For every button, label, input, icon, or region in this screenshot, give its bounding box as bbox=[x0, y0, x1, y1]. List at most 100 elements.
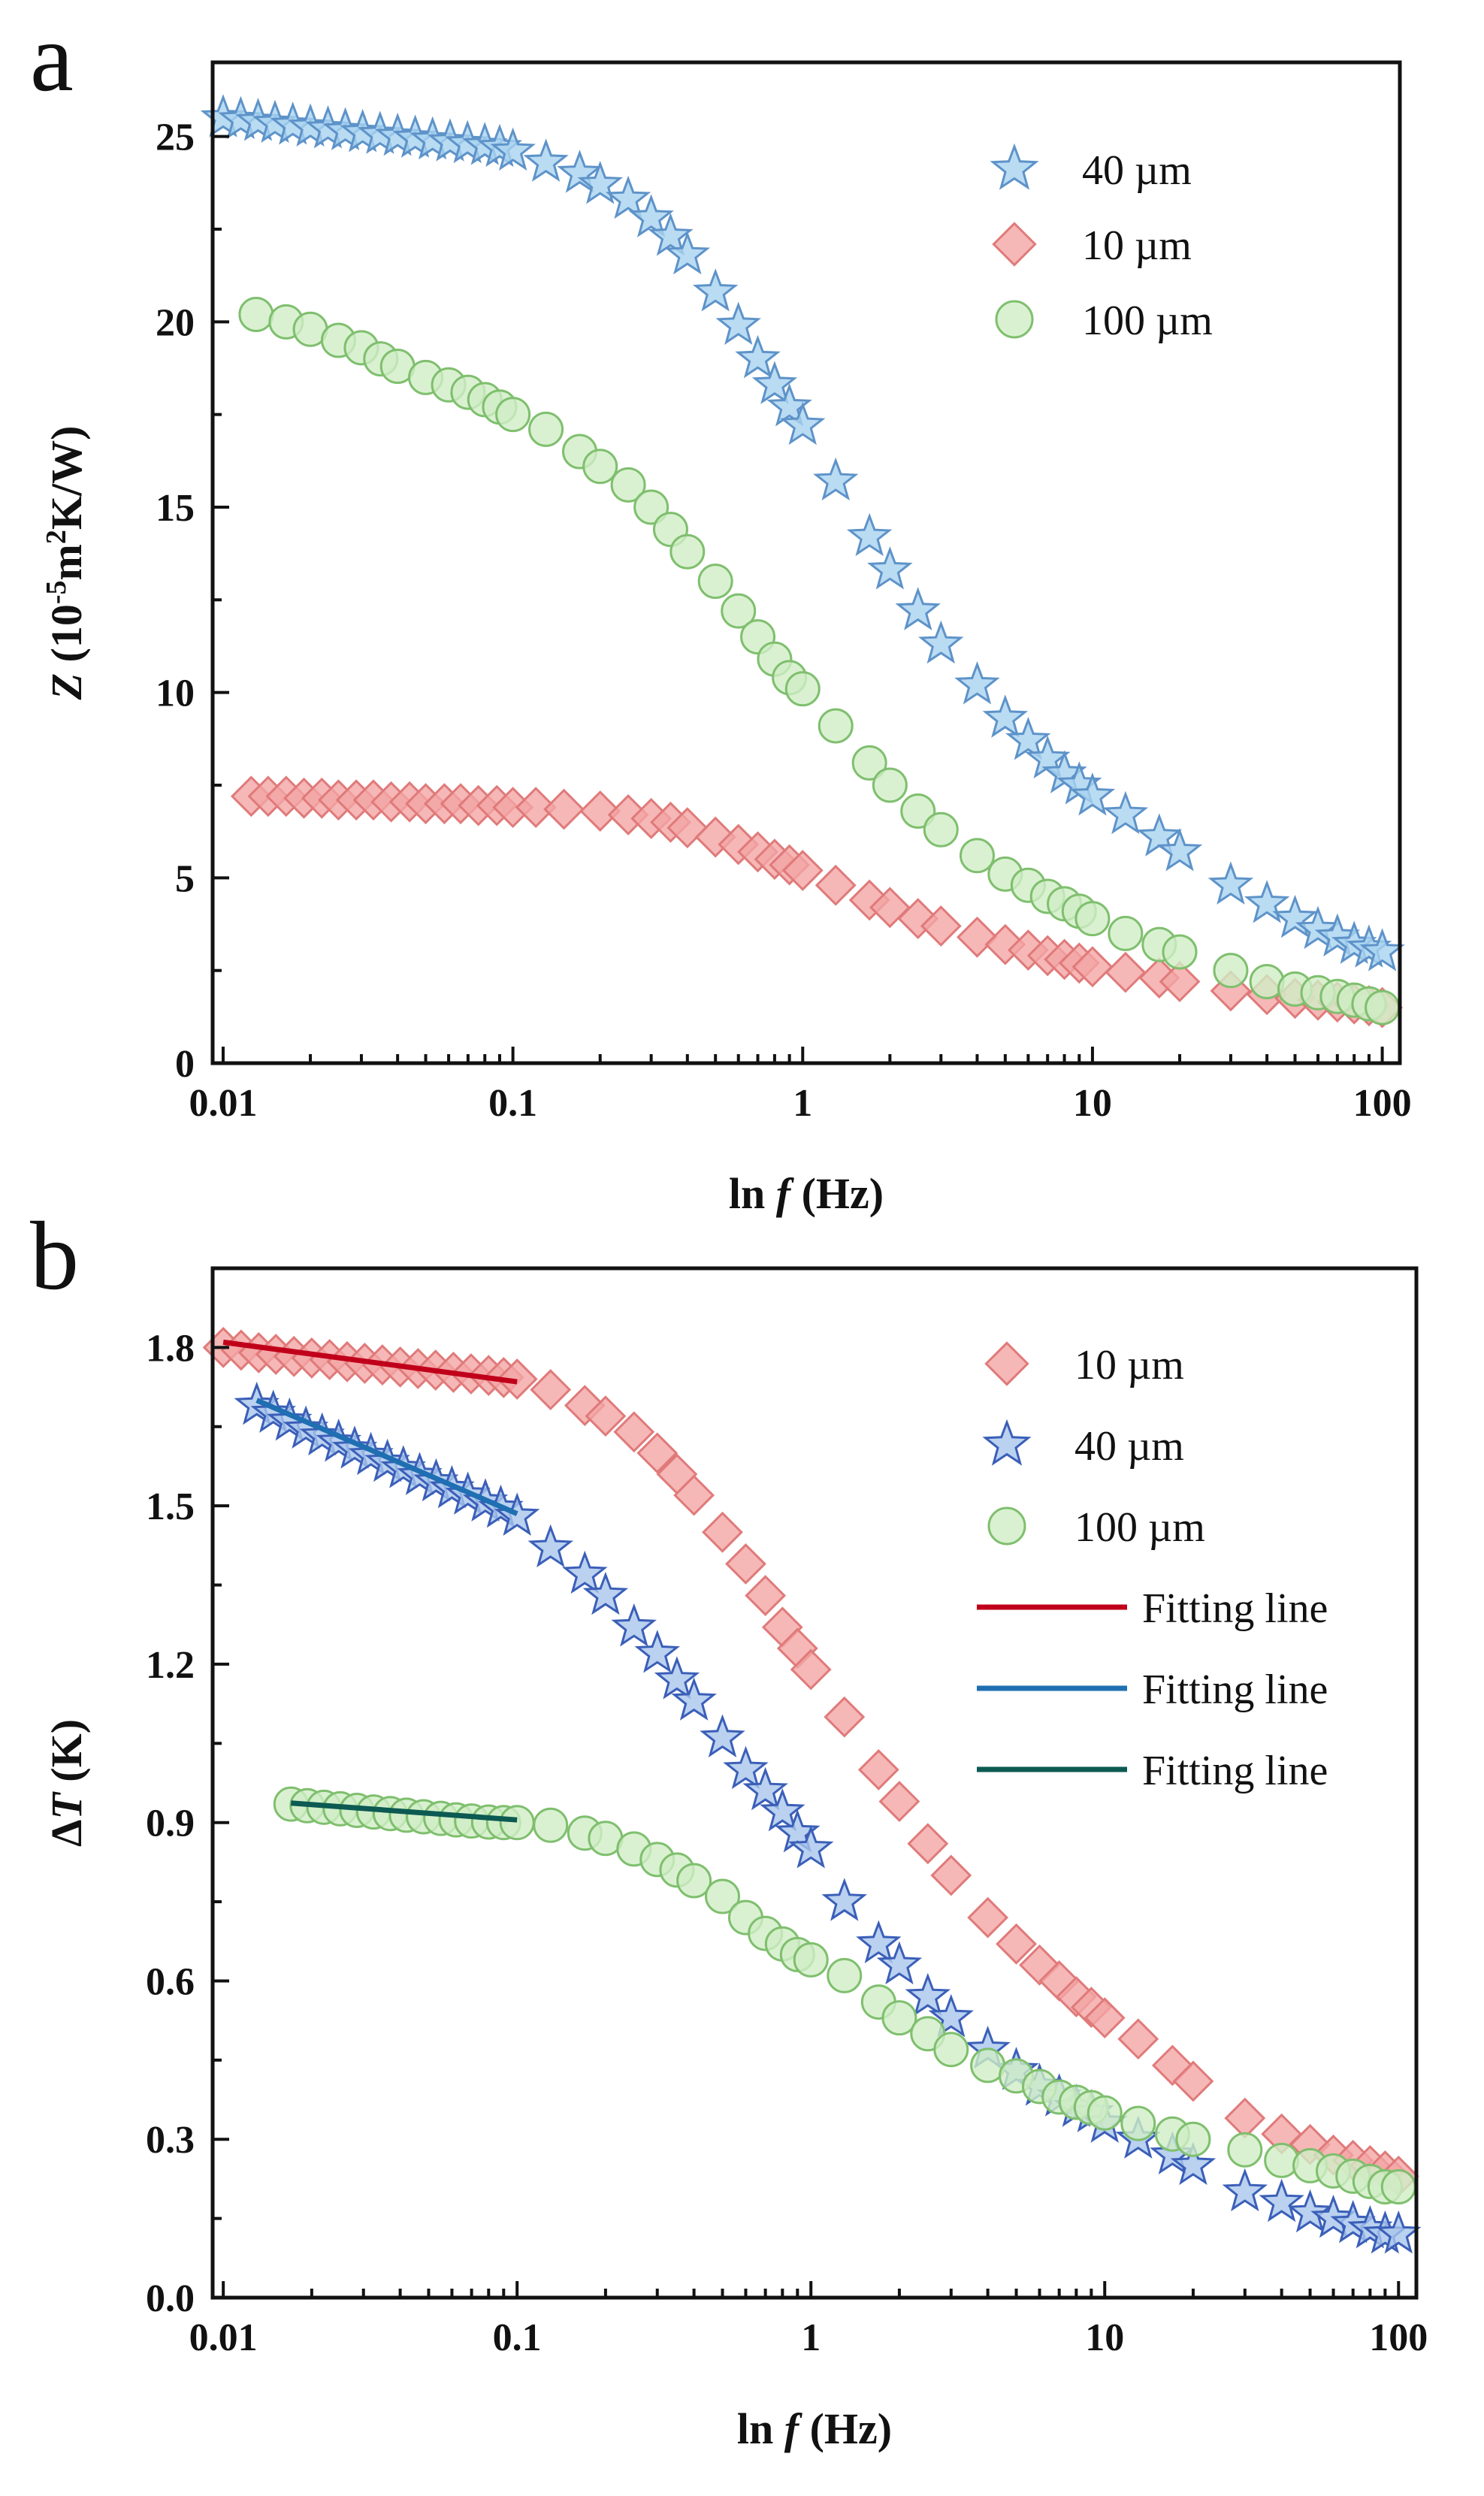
series-star-1 bbox=[234, 1381, 1422, 2254]
fit-line-0 bbox=[222, 1339, 518, 1385]
x-tick-label: 1 bbox=[801, 2316, 821, 2359]
data-point bbox=[1074, 901, 1111, 937]
data-point bbox=[857, 1749, 899, 1790]
data-point bbox=[238, 296, 274, 332]
data-point bbox=[815, 864, 857, 906]
data-point bbox=[700, 1714, 745, 1757]
data-point bbox=[735, 334, 781, 379]
panel-b-frame bbox=[210, 1266, 1419, 2300]
data-point bbox=[543, 788, 585, 830]
data-point bbox=[742, 1766, 788, 1811]
data-point bbox=[957, 916, 998, 958]
data-point bbox=[528, 411, 564, 447]
data-point bbox=[1105, 951, 1147, 993]
data-point bbox=[664, 231, 711, 275]
data-point bbox=[692, 268, 739, 312]
data-point bbox=[895, 587, 941, 630]
fit-line-1 bbox=[255, 1398, 518, 1516]
data-point bbox=[827, 1957, 863, 1993]
data-point bbox=[751, 361, 798, 404]
data-point bbox=[905, 1972, 951, 2017]
data-point bbox=[1005, 717, 1051, 760]
data-point bbox=[1365, 990, 1401, 1026]
panel-b-plot-area bbox=[202, 1326, 1422, 2254]
data-point bbox=[694, 816, 736, 858]
data-point bbox=[790, 1648, 832, 1691]
data-point bbox=[495, 397, 531, 433]
data-point bbox=[1175, 2121, 1211, 2157]
data-point bbox=[1287, 2189, 1333, 2233]
data-point bbox=[579, 790, 621, 832]
legend-label: Fitting line bbox=[1142, 1585, 1328, 1632]
data-point bbox=[878, 1781, 920, 1823]
panel-a-x-axis: 0.01 0.1 1 10 100 bbox=[189, 1047, 1412, 1125]
data-point bbox=[813, 457, 859, 501]
data-point bbox=[954, 661, 1000, 705]
x-tick-label: 0.1 bbox=[488, 1082, 537, 1125]
panel-letter-a: a bbox=[30, 4, 74, 112]
panel-a-y-axis: 0 5 10 15 20 25 bbox=[156, 116, 229, 1086]
panel-letter-b: b bbox=[30, 1202, 79, 1310]
data-point bbox=[959, 838, 995, 874]
y-tick-label: 1.8 bbox=[146, 1327, 195, 1370]
data-point bbox=[766, 383, 812, 427]
legend-marker bbox=[987, 1506, 1026, 1546]
x-tick-label: 0.01 bbox=[189, 2316, 258, 2359]
x-tick-label: 100 bbox=[1369, 2316, 1428, 2359]
data-point bbox=[1069, 772, 1116, 816]
data-point bbox=[1359, 928, 1405, 972]
data-point bbox=[673, 1474, 715, 1516]
fit-line-2 bbox=[291, 1800, 518, 1823]
data-point bbox=[562, 1550, 608, 1594]
panel-a-x-axis-title: ln f (Hz) bbox=[729, 1169, 884, 1218]
data-point bbox=[697, 564, 733, 600]
data-point bbox=[1259, 2178, 1304, 2223]
panel-a-legend: 40 µm 10 µm 100 µm bbox=[990, 143, 1213, 344]
data-point bbox=[876, 1941, 923, 1985]
data-point bbox=[1222, 2168, 1268, 2212]
data-point bbox=[582, 449, 618, 485]
data-point bbox=[705, 1878, 741, 1914]
data-point bbox=[1264, 2142, 1300, 2178]
data-point bbox=[1102, 790, 1149, 835]
data-point bbox=[933, 2032, 969, 2068]
legend-marker bbox=[984, 1341, 1029, 1386]
legend-label: 40 µm bbox=[1074, 1423, 1184, 1470]
data-point bbox=[1117, 2018, 1159, 2060]
x-tick-label: 1 bbox=[793, 1082, 812, 1125]
x-tick-label: 100 bbox=[1353, 1082, 1412, 1125]
y-tick-label: 5 bbox=[175, 857, 195, 900]
data-point bbox=[634, 1630, 680, 1673]
data-point bbox=[671, 1677, 717, 1721]
data-point bbox=[654, 1656, 700, 1700]
data-point bbox=[1244, 880, 1290, 923]
data-point bbox=[1120, 2105, 1156, 2141]
x-tick-label: 10 bbox=[1085, 2316, 1124, 2359]
data-point bbox=[1272, 894, 1318, 938]
legend-label: Fitting line bbox=[1142, 1748, 1328, 1794]
data-point bbox=[1071, 946, 1114, 988]
y-tick-label: 15 bbox=[156, 487, 195, 530]
y-tick-label: 1.5 bbox=[146, 1485, 195, 1528]
series-diamond-1 bbox=[230, 775, 1404, 1029]
data-point bbox=[636, 1432, 679, 1474]
data-point bbox=[1227, 2132, 1263, 2168]
data-point bbox=[577, 161, 623, 204]
data-point bbox=[846, 512, 893, 557]
data-point bbox=[1376, 2210, 1422, 2254]
panel-b-y-axis-title: ΔT (K) bbox=[42, 1719, 91, 1847]
panel-b: b 0.01 0.1 1 10 100 0.0 0.3 0.6 0.9 1.2 1.5 1.8 ln… bbox=[30, 1202, 1428, 2453]
data-point bbox=[611, 1603, 657, 1647]
y-tick-label: 0.3 bbox=[146, 2119, 195, 2162]
data-point bbox=[982, 694, 1029, 738]
data-point bbox=[1087, 2095, 1123, 2131]
series-circle-2 bbox=[273, 1786, 1416, 2204]
data-point bbox=[930, 1854, 972, 1896]
legend-label: 100 µm bbox=[1082, 298, 1213, 344]
panel-b-x-axis-title: ln f (Hz) bbox=[737, 2404, 892, 2453]
data-point bbox=[856, 1920, 902, 1963]
data-point bbox=[851, 745, 887, 781]
legend-marker bbox=[982, 1419, 1032, 1466]
data-point bbox=[1172, 2060, 1214, 2102]
